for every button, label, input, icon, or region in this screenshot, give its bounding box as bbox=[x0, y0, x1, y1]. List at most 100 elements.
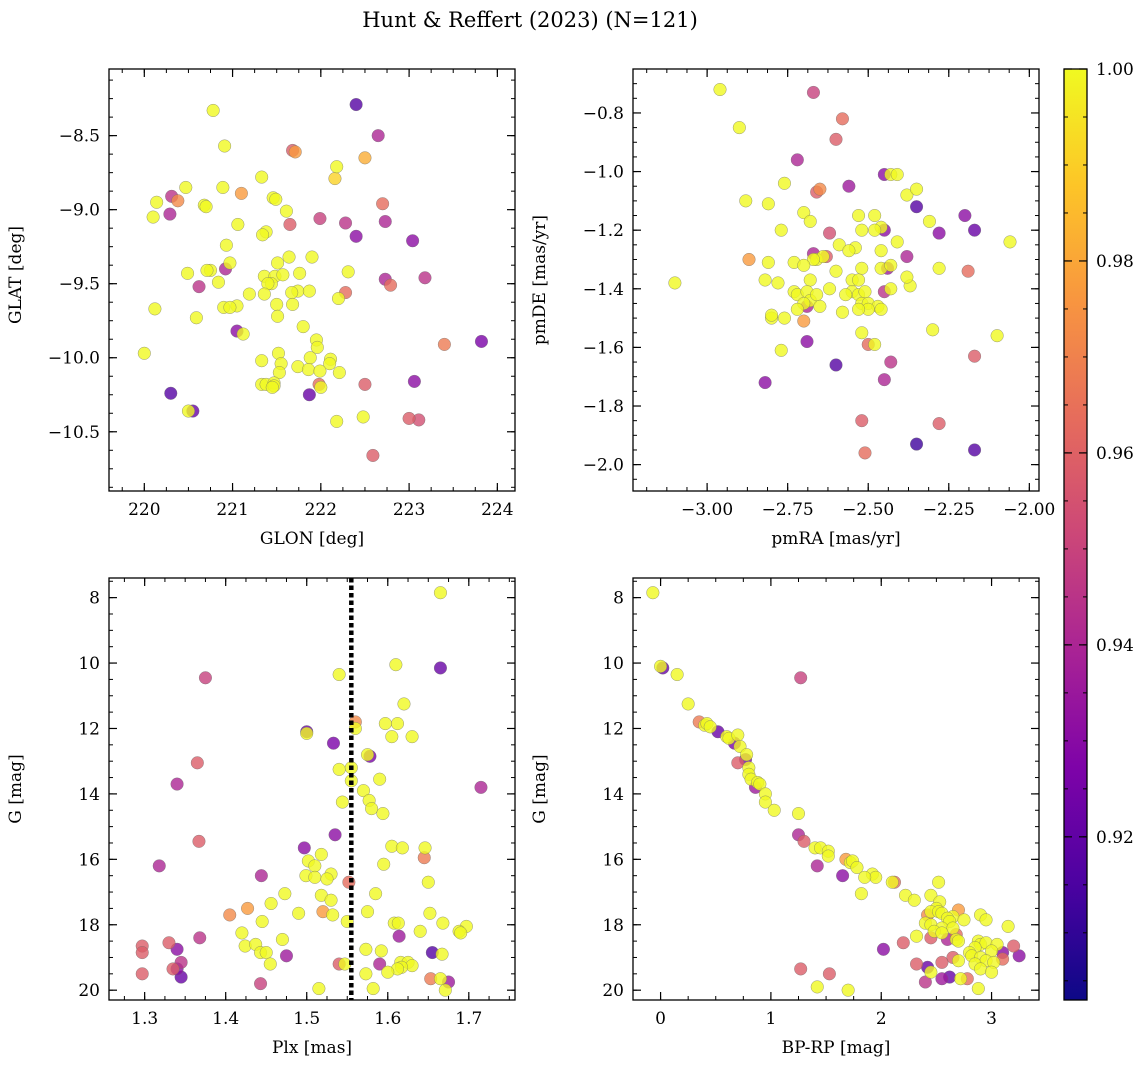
x-tick-label: 224 bbox=[481, 500, 513, 520]
scatter-point bbox=[390, 717, 405, 731]
scatter-point bbox=[236, 327, 250, 341]
y-tick-label: 14 bbox=[602, 785, 624, 805]
scatter-point bbox=[829, 264, 843, 278]
scatter-point bbox=[1001, 919, 1015, 933]
scatter-point bbox=[308, 870, 322, 884]
scatter-point bbox=[777, 311, 791, 325]
scatter-point bbox=[418, 841, 432, 855]
scatter-point bbox=[234, 186, 248, 200]
scatter-point bbox=[822, 967, 836, 981]
scatter-point bbox=[935, 926, 949, 940]
scatter-point bbox=[946, 921, 960, 935]
scatter-point bbox=[313, 212, 327, 226]
y-tick-label: 10 bbox=[78, 654, 100, 674]
scatter-point bbox=[973, 962, 988, 976]
scatter-point bbox=[223, 256, 237, 270]
scatter-point bbox=[257, 287, 271, 301]
scatter-point bbox=[164, 386, 178, 400]
scatter-point bbox=[366, 982, 380, 996]
scatter-point bbox=[968, 223, 982, 237]
y-tick-label: −1.2 bbox=[583, 221, 624, 241]
scatter-point bbox=[326, 736, 341, 750]
y-tick-label: −0.8 bbox=[583, 104, 624, 124]
scatter-point bbox=[436, 916, 450, 930]
scatter-point bbox=[300, 726, 314, 740]
scatter-point bbox=[359, 942, 373, 956]
scatter-point bbox=[761, 255, 775, 269]
scatter-point bbox=[219, 238, 233, 252]
scatter-point bbox=[338, 216, 353, 230]
scatter-point bbox=[265, 380, 279, 394]
scatter-point bbox=[869, 870, 883, 884]
scatter-point bbox=[810, 288, 824, 302]
scatter-point bbox=[800, 334, 814, 349]
y-tick-label: 20 bbox=[602, 981, 624, 1001]
scatter-point bbox=[369, 887, 383, 901]
scatter-point bbox=[373, 957, 387, 971]
scatter-point bbox=[909, 957, 924, 971]
scatter-point bbox=[406, 234, 420, 248]
scatter-point bbox=[806, 85, 820, 99]
scatter-point bbox=[303, 351, 317, 365]
scatter-point bbox=[254, 869, 268, 883]
y-tick-label: 12 bbox=[78, 719, 100, 739]
x-axis-label: GLON [deg] bbox=[260, 529, 364, 549]
scatter-point bbox=[791, 806, 806, 821]
scatter-point bbox=[474, 334, 489, 348]
scatter-point bbox=[218, 139, 232, 153]
scatter-point bbox=[829, 358, 843, 372]
scatter-point bbox=[890, 235, 904, 249]
scatter-point bbox=[855, 261, 869, 275]
scatter-point bbox=[968, 349, 982, 363]
y-tick-label: 18 bbox=[78, 916, 100, 936]
scatter-point bbox=[192, 834, 206, 848]
x-tick-label: 2 bbox=[876, 1009, 887, 1029]
colorbar-tick-label: 0.96 bbox=[1096, 444, 1134, 464]
scatter-point bbox=[740, 748, 754, 762]
x-tick-label: 1.4 bbox=[212, 1009, 239, 1029]
scatter-point bbox=[855, 223, 869, 237]
scatter-point bbox=[926, 323, 940, 337]
scatter-point bbox=[330, 160, 344, 174]
scatter-point bbox=[803, 214, 817, 228]
colorbar-tick-label: 0.98 bbox=[1096, 252, 1134, 272]
scatter-point bbox=[324, 893, 338, 907]
scatter-point bbox=[302, 284, 316, 298]
scatter-point bbox=[255, 914, 269, 929]
scatter-point bbox=[286, 297, 300, 311]
x-tick-label: 1 bbox=[765, 1009, 776, 1029]
scatter-point bbox=[932, 226, 946, 240]
scatter-point bbox=[418, 271, 432, 285]
scatter-point bbox=[341, 265, 355, 279]
scatter-point bbox=[242, 287, 256, 301]
scatter-point bbox=[703, 720, 717, 734]
scatter-point bbox=[435, 947, 449, 961]
scatter-point bbox=[365, 802, 379, 816]
scatter-point bbox=[761, 197, 775, 211]
scatter-point bbox=[821, 849, 835, 863]
scatter-point bbox=[758, 376, 772, 390]
y-tick-label: 20 bbox=[78, 981, 100, 1001]
scatter-point bbox=[285, 286, 299, 300]
scatter-point bbox=[797, 834, 811, 848]
y-tick-label: −10.5 bbox=[48, 423, 100, 443]
scatter-point bbox=[255, 354, 269, 368]
scatter-point bbox=[951, 934, 966, 948]
colorbar-tick-label: 1.00 bbox=[1096, 60, 1134, 80]
y-tick-label: −1.0 bbox=[583, 163, 624, 183]
scatter-point bbox=[293, 266, 307, 280]
scatter-point bbox=[360, 905, 375, 919]
scatter-point bbox=[356, 784, 371, 798]
scatter-point bbox=[854, 887, 868, 901]
scatter-point bbox=[271, 309, 285, 323]
scatter-point bbox=[292, 906, 306, 920]
scatter-point bbox=[378, 214, 392, 229]
scatter-point bbox=[198, 671, 212, 685]
scatter-points bbox=[668, 82, 1017, 460]
x-tick-label: 1.5 bbox=[293, 1009, 320, 1029]
scatter-point bbox=[297, 841, 311, 855]
y-tick-label: −1.8 bbox=[583, 397, 624, 417]
scatter-point bbox=[302, 388, 316, 402]
scatter-point bbox=[389, 658, 403, 672]
